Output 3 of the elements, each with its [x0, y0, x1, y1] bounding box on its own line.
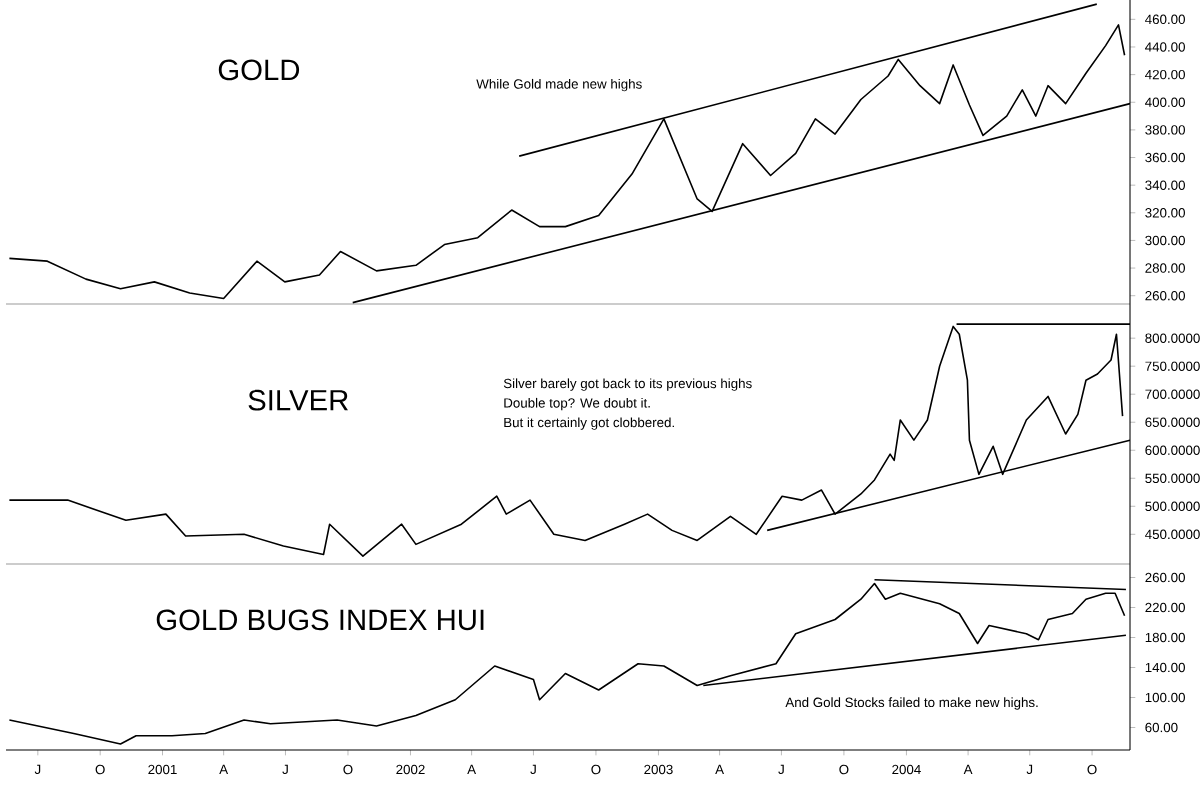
text: GOLD [218, 59, 300, 81]
text: SILVER [248, 389, 348, 411]
text: GOLD BUGS INDEX HUI [156, 609, 484, 631]
